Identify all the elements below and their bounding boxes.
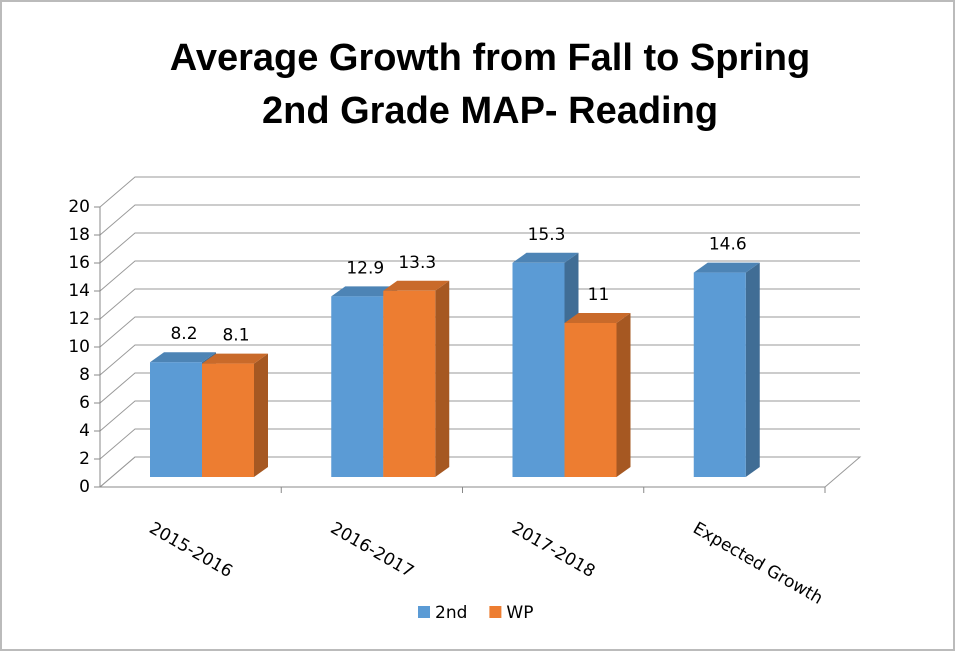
data-label: 13.3 (398, 253, 436, 273)
y-tick-label: 18 (68, 225, 90, 245)
legend-swatch (489, 606, 502, 618)
y-tick-label: 10 (68, 337, 90, 357)
chart-title: Average Growth from Fall to Spring (170, 37, 810, 79)
grid-line (99, 176, 860, 208)
bar-side (616, 313, 631, 477)
bar-top (331, 286, 398, 297)
bar (564, 323, 617, 477)
grid-line (99, 288, 860, 320)
bar (383, 290, 436, 477)
legend-label: WP (506, 603, 533, 623)
bar-side (254, 353, 268, 477)
data-label: 12.9 (346, 258, 384, 278)
data-label: 14.6 (709, 235, 747, 255)
bar (331, 296, 384, 477)
grid-line (99, 260, 860, 292)
bar-top (512, 252, 579, 263)
bar-top (383, 280, 450, 291)
legend-label: 2nd (435, 603, 467, 623)
data-label: 8.1 (222, 326, 249, 346)
bar (693, 272, 746, 477)
y-tick-label: 4 (79, 421, 90, 441)
y-tick-label: 6 (79, 393, 90, 413)
y-tick-label: 0 (79, 477, 90, 497)
bar (512, 262, 565, 477)
bar-top (202, 353, 268, 364)
y-tick-label: 16 (68, 253, 90, 273)
data-label: 15.3 (528, 225, 566, 245)
bar-side (435, 280, 450, 477)
bar-top (693, 262, 760, 273)
bar-side (745, 262, 760, 477)
grid-line (99, 204, 860, 236)
y-tick-label: 8 (79, 365, 90, 385)
data-label: 11 (588, 285, 610, 305)
y-tick-label: 12 (68, 309, 90, 329)
chart-subtitle: 2nd Grade MAP- Reading (262, 90, 718, 132)
legend-swatch (418, 606, 430, 618)
bar (202, 363, 254, 477)
y-tick-label: 20 (68, 197, 90, 217)
y-tick-label: 14 (68, 281, 90, 301)
grid-line (99, 232, 860, 264)
bar-top (564, 313, 631, 323)
bar (150, 362, 202, 477)
data-label: 8.2 (170, 324, 197, 344)
y-tick-label: 2 (79, 449, 90, 469)
bar-top (150, 352, 216, 363)
